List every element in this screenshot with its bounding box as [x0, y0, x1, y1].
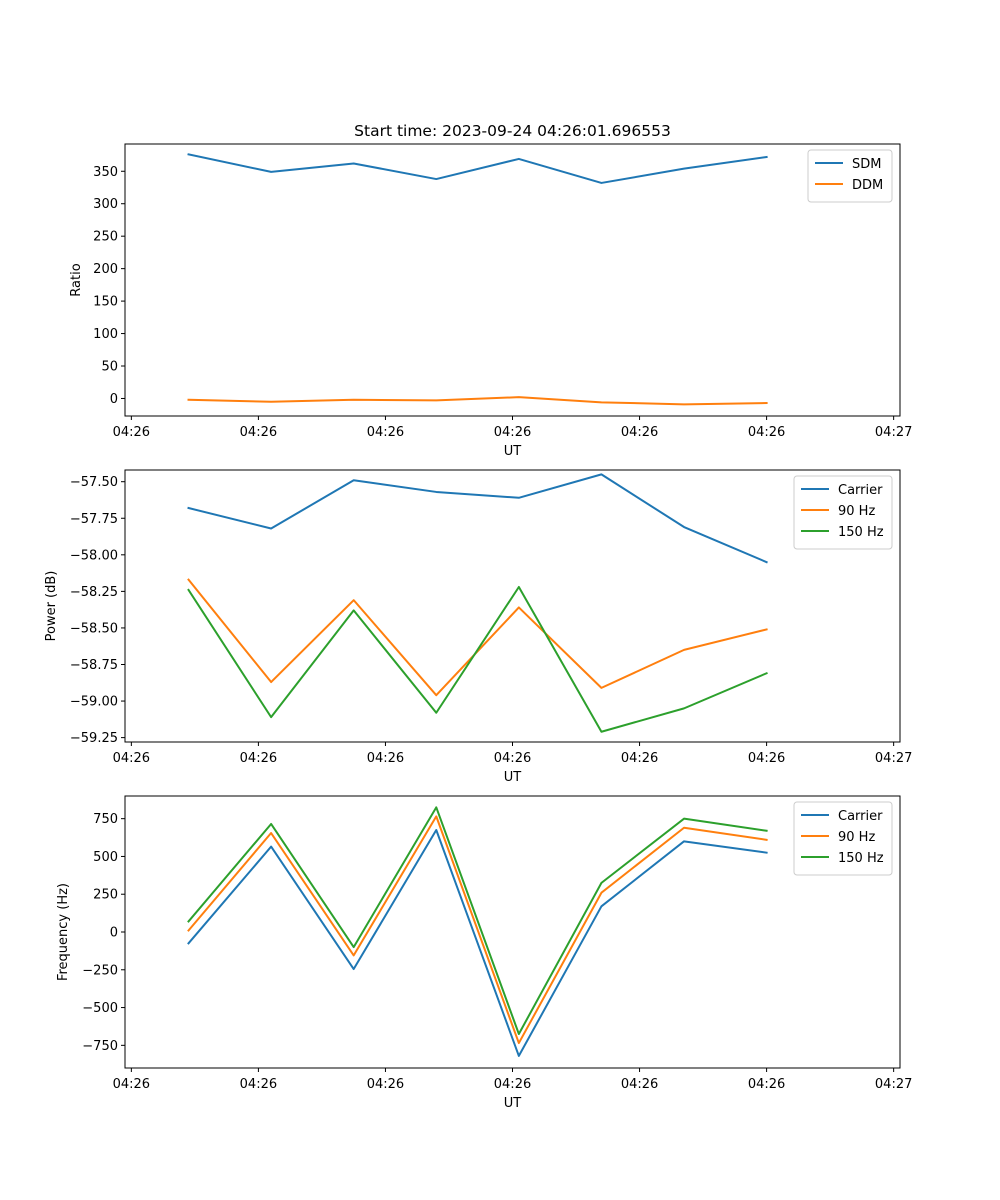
x-tick-label: 04:26: [494, 751, 531, 766]
y-tick-label: 250: [93, 230, 118, 245]
y-tick-label: 0: [110, 926, 118, 941]
series-line-carrier: [187, 473, 768, 564]
y-tick-label: −58.00: [70, 548, 118, 563]
y-tick-label: 500: [93, 850, 118, 865]
chart-panel-2: 04:26 04:26 04:26 04:26 04:26 04:26 04:27 −59.2…: [44, 469, 912, 785]
y-axis-label: Frequency (Hz): [56, 883, 71, 981]
y-tick-label: −500: [82, 1001, 118, 1016]
series-line-carrier: [187, 829, 768, 1057]
y-tick-label: −58.25: [70, 585, 118, 600]
x-tick-label: 04:26: [113, 425, 150, 440]
legend-label: 150 Hz: [838, 851, 884, 866]
axes-frame: [124, 469, 901, 743]
y-tick-label: −57.50: [70, 475, 118, 490]
y-tick-label: −59.00: [70, 695, 118, 710]
x-tick-label: 04:26: [494, 425, 531, 440]
series-line-ddm: [187, 396, 768, 406]
x-tick-label: 04:27: [875, 1077, 912, 1092]
legend: SDM DDM: [807, 149, 893, 203]
x-tick-label: 04:26: [621, 425, 658, 440]
chart-panel-1: 04:26 04:26 04:26 04:26 04:26 04:26 04:27 0 50 10…: [69, 122, 912, 459]
x-tick-label: 04:26: [748, 1077, 785, 1092]
y-tick-label: 150: [93, 295, 118, 310]
x-tick-label: 04:26: [240, 1077, 277, 1092]
chart-panel-3: 04:26 04:26 04:26 04:26 04:26 04:26 04:27 −750 −…: [56, 795, 912, 1111]
legend-label: SDM: [852, 157, 881, 172]
x-tick-label: 04:26: [621, 751, 658, 766]
x-tick-label: 04:26: [367, 425, 404, 440]
y-tick-label: 0: [110, 392, 118, 407]
x-tick-label: 04:26: [748, 425, 785, 440]
legend-label: 150 Hz: [838, 525, 884, 540]
legend-label: 90 Hz: [838, 830, 875, 845]
x-axis-label: UT: [504, 444, 522, 459]
y-tick-label: −58.75: [70, 658, 118, 673]
y-axis-label: Power (dB): [44, 571, 59, 642]
y-tick-label: 350: [93, 165, 118, 180]
y-tick-label: 250: [93, 888, 118, 903]
legend-label: DDM: [852, 178, 883, 193]
axes-frame: [124, 143, 901, 417]
x-tick-label: 04:26: [113, 1077, 150, 1092]
chart-title: Start time: 2023-09-24 04:26:01.696553: [354, 122, 671, 140]
x-tick-label: 04:26: [494, 1077, 531, 1092]
x-tick-label: 04:26: [240, 751, 277, 766]
series-line-sdm: [187, 153, 768, 184]
y-tick-label: −750: [82, 1039, 118, 1054]
series-line-150-hz: [187, 806, 768, 1035]
x-axis-label: UT: [504, 770, 522, 785]
legend-label: 90 Hz: [838, 504, 875, 519]
y-tick-label: 750: [93, 812, 118, 827]
axes-frame: [124, 795, 901, 1069]
legend: Carrier 90 Hz 150 Hz: [793, 801, 893, 876]
x-tick-label: 04:26: [113, 751, 150, 766]
legend: Carrier 90 Hz 150 Hz: [793, 475, 893, 550]
x-tick-label: 04:26: [748, 751, 785, 766]
y-tick-label: 50: [101, 360, 118, 375]
series-line-90-hz: [187, 815, 768, 1045]
x-axis-label: UT: [504, 1096, 522, 1111]
x-tick-label: 04:26: [621, 1077, 658, 1092]
series-line-90-hz: [187, 578, 768, 697]
y-tick-label: −58.50: [70, 621, 118, 636]
series-line-150-hz: [187, 585, 768, 733]
legend-label: Carrier: [838, 483, 883, 498]
y-axis-label: Ratio: [69, 263, 84, 296]
y-tick-label: −57.75: [70, 512, 118, 527]
legend-label: Carrier: [838, 809, 883, 824]
y-tick-label: −250: [82, 963, 118, 978]
y-tick-label: 200: [93, 262, 118, 277]
x-tick-label: 04:26: [240, 425, 277, 440]
x-tick-label: 04:26: [367, 751, 404, 766]
y-tick-label: 100: [93, 327, 118, 342]
y-tick-label: −59.25: [70, 731, 118, 746]
x-tick-label: 04:26: [367, 1077, 404, 1092]
x-tick-label: 04:27: [875, 425, 912, 440]
x-tick-label: 04:27: [875, 751, 912, 766]
y-tick-label: 300: [93, 197, 118, 212]
